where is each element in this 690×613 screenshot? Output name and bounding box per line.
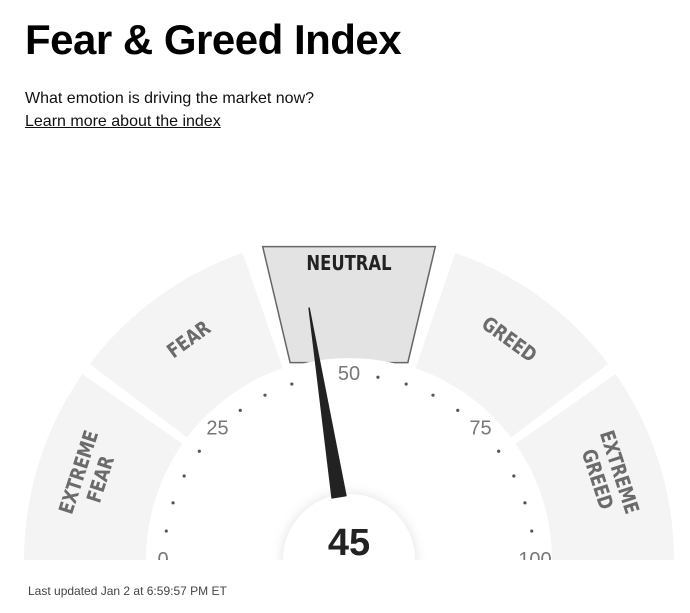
gauge-segment-greed: GREED <box>415 252 609 438</box>
gauge-segment-shape <box>24 374 183 560</box>
gauge-segment-shape <box>89 252 283 438</box>
gauge-tick-dot <box>290 382 294 386</box>
gauge-tick-dot <box>404 382 408 386</box>
gauge-tick-label: 50 <box>338 363 360 385</box>
gauge-segment-fear: FEAR <box>89 252 283 438</box>
gauge-tick-dot <box>376 375 380 379</box>
gauge-segment-shape <box>515 374 674 560</box>
page-title: Fear & Greed Index <box>25 16 402 63</box>
gauge-tick-dot <box>497 449 501 453</box>
gauge-tick-dot <box>164 529 168 533</box>
gauge-tick-dot <box>530 529 534 533</box>
page-subtitle: What emotion is driving the market now? <box>25 90 315 107</box>
gauge-tick-dot <box>456 408 460 412</box>
gauge-tick-dot <box>523 501 527 505</box>
learn-more-link[interactable]: Learn more about the index <box>25 113 221 130</box>
gauge-segment-shape <box>415 252 609 438</box>
gauge-tick-label: 25 <box>206 417 228 439</box>
gauge-tick-dot <box>238 408 242 412</box>
gauge-segment-label: NEUTRAL <box>306 253 391 276</box>
last-updated-text: Last updated Jan 2 at 6:59:57 PM ET <box>28 584 227 598</box>
gauge-tick-dot <box>171 501 175 505</box>
gauge-segment-shape <box>261 245 437 364</box>
gauge-needle-shape <box>308 307 347 499</box>
gauge-tick-dot <box>263 393 267 397</box>
gauge-segment-neutral: NEUTRAL <box>261 245 437 364</box>
gauge-tick-dot <box>197 449 201 453</box>
gauge-tick-dot <box>512 474 516 478</box>
gauge-needle <box>308 307 347 499</box>
gauge-value: 45 <box>328 522 370 564</box>
gauge-tick-dot <box>182 474 186 478</box>
gauge-tick-dot <box>431 393 435 397</box>
gauge-tick-label: 75 <box>469 417 491 439</box>
gauge-scale-background <box>147 358 551 560</box>
